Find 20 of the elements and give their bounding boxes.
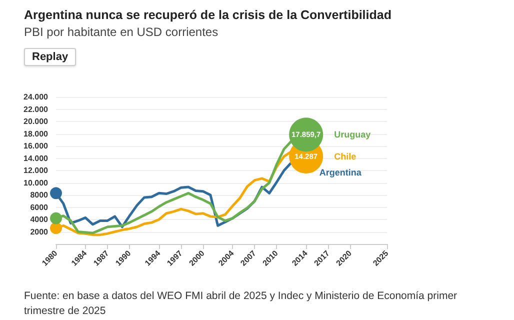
chart-title: Argentina nunca se recuperó de la crisis de la Convertibilidad bbox=[24, 8, 392, 22]
y-tick-label: 22.000 bbox=[24, 104, 49, 114]
y-tick-label: 2000 bbox=[30, 227, 49, 236]
y-tick-label: 24.000 bbox=[24, 92, 49, 102]
y-tick-label: 12.000 bbox=[24, 166, 49, 175]
y-tick-label: 20.000 bbox=[24, 117, 49, 126]
text: Argentina bbox=[319, 167, 362, 178]
y-tick-label: 10.000 bbox=[24, 178, 49, 188]
y-tick-label: 4000 bbox=[30, 215, 49, 224]
y-tick-label: 14.000 bbox=[24, 154, 49, 163]
point bbox=[50, 187, 62, 200]
y-tick-label: 16.000 bbox=[24, 142, 49, 150]
y-tick-label: 8000 bbox=[30, 190, 49, 200]
series-label: Chile bbox=[334, 151, 356, 162]
series-label: Uruguay bbox=[334, 130, 371, 140]
replay-button: Replay bbox=[24, 48, 76, 66]
y-tick-label: 6000 bbox=[30, 202, 49, 212]
source-note: Fuente: en base a datos del WEO FMI abril de 2025 y Indec y Ministerio de Economía primer trimestre de 2025 bbox=[24, 289, 458, 319]
y-tick-label: 18.000 bbox=[24, 129, 49, 138]
chart-subtitle: PBI por habitante en USD corrientes bbox=[24, 25, 218, 39]
